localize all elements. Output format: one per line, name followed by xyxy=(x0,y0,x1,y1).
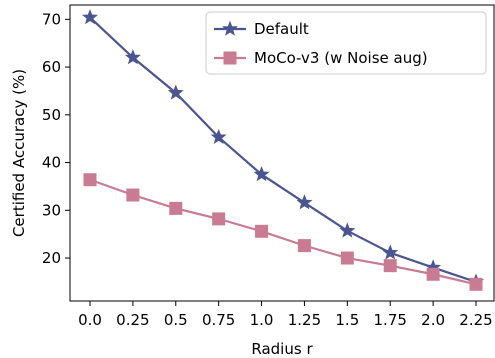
x-tick-label: 2.25 xyxy=(459,311,492,329)
data-point xyxy=(169,201,183,215)
data-point xyxy=(253,166,270,182)
legend-marker xyxy=(223,51,237,65)
x-tick-label: 0.75 xyxy=(202,311,235,329)
y-tick-label: 50 xyxy=(42,106,61,124)
y-axis-label: Certified Accuracy (%) xyxy=(10,69,28,237)
data-point xyxy=(210,128,227,145)
data-point xyxy=(126,188,140,202)
y-tick-label: 40 xyxy=(42,154,61,172)
y-axis-ticks: 20 30 40 50 60 70 xyxy=(42,10,70,267)
data-point xyxy=(212,212,226,226)
data-point xyxy=(382,244,399,260)
x-tick-label: 0.5 xyxy=(164,311,188,329)
legend-box xyxy=(205,11,487,75)
data-point xyxy=(339,222,356,238)
x-tick-label: 1.25 xyxy=(288,311,321,329)
x-axis-ticks: 0.0 0.25 0.5 0.75 1.0 1.25 1.5 1.75 2.0 2.25 xyxy=(78,301,493,329)
data-point xyxy=(124,49,141,65)
x-tick-label: 1.75 xyxy=(374,311,407,329)
legend-marker xyxy=(222,20,238,36)
x-tick-label: 0.25 xyxy=(116,311,149,329)
data-point xyxy=(297,239,311,253)
data-point xyxy=(426,267,440,281)
x-tick-label: 1.5 xyxy=(335,311,359,329)
legend-label: MoCo-v3 (w Noise aug) xyxy=(254,49,428,67)
y-tick-label: 30 xyxy=(42,201,61,219)
x-axis-label: Radius r xyxy=(251,340,313,358)
data-point xyxy=(383,259,397,273)
data-point xyxy=(469,277,483,291)
x-tick-label: 2.0 xyxy=(421,311,445,329)
y-tick-label: 60 xyxy=(42,58,61,76)
y-tick-label: 70 xyxy=(42,10,61,28)
x-tick-label: 0.0 xyxy=(78,311,102,329)
y-tick-label: 20 xyxy=(42,249,61,267)
data-point xyxy=(296,194,313,210)
series-line xyxy=(89,178,477,286)
data-point xyxy=(167,84,184,100)
series-2 xyxy=(83,173,483,291)
legend: Default MoCo-v3 (w Noise aug) xyxy=(205,11,487,75)
series-layer xyxy=(82,9,484,291)
data-point xyxy=(82,9,98,25)
series-line xyxy=(89,16,477,283)
data-point xyxy=(340,251,354,265)
data-point xyxy=(255,224,269,238)
data-point xyxy=(83,173,97,187)
x-tick-label: 1.0 xyxy=(250,311,274,329)
legend-label: Default xyxy=(254,20,309,38)
